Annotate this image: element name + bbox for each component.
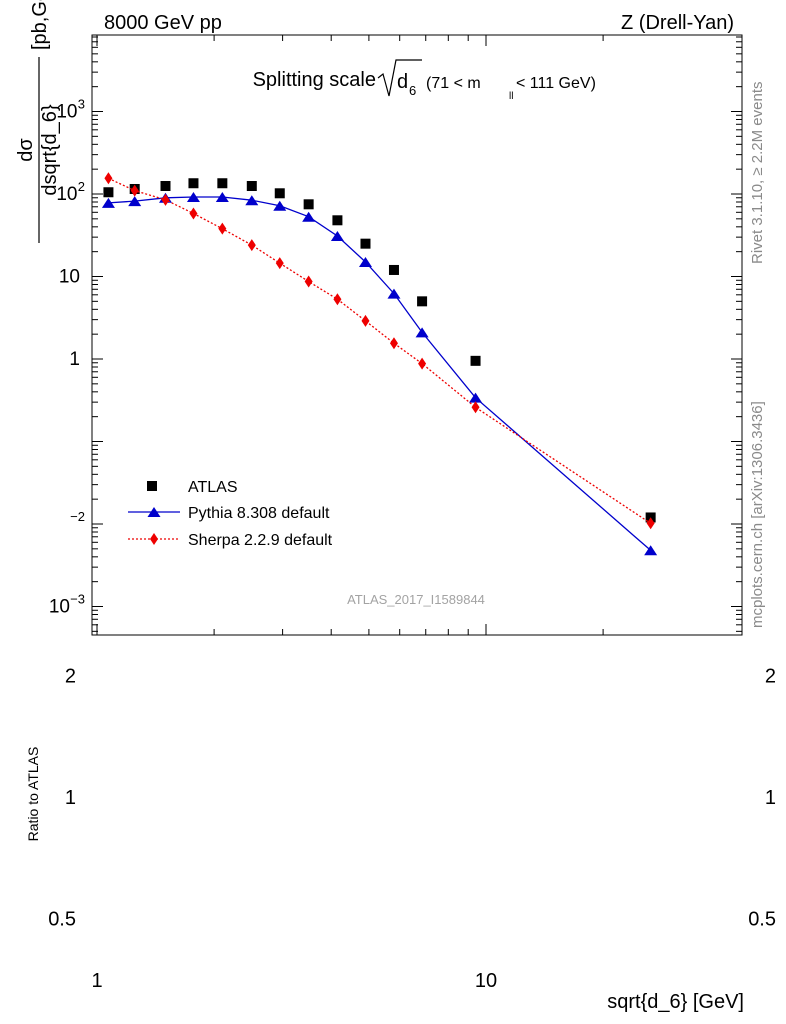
series-layer <box>101 172 658 556</box>
data-point-sherpa <box>361 314 370 327</box>
title-range-left: (71 < m <box>426 75 481 92</box>
y-label-units: [pb,GeV <box>29 0 51 50</box>
y-tick-label: 1 <box>69 349 80 370</box>
mcplots-label: mcplots.cern.ch [arXiv:1306.3436] <box>749 401 766 628</box>
title-var: d <box>397 71 408 93</box>
data-point-sherpa <box>304 275 313 288</box>
header-right: Z (Drell-Yan) <box>621 12 734 34</box>
data-point-pythia <box>101 197 115 208</box>
data-point-pythia <box>644 545 658 556</box>
y-tick-label-exponent: −2 <box>70 509 85 524</box>
ratio-y-tick-label-right: 2 <box>765 665 776 687</box>
legend-label-sherpa: Sherpa 2.2.9 default <box>188 532 333 549</box>
y-tick-label-exponent: 3 <box>78 97 85 112</box>
title-main: Splitting scale <box>253 69 376 91</box>
data-point-sherpa <box>104 172 113 185</box>
series-line-1 <box>108 196 652 551</box>
ratio-y-tick-label-left: 1 <box>65 787 76 809</box>
ratio-y-tick-label-right: 0.5 <box>748 909 776 931</box>
data-point-sherpa <box>161 193 170 206</box>
data-point-sherpa <box>247 239 256 252</box>
sqrt-symbol <box>377 59 422 97</box>
ratio-y-tick-label-left: 2 <box>65 665 76 687</box>
main-plot-frame <box>91 34 743 636</box>
data-point-pythia <box>128 196 142 207</box>
title-var-sub: 6 <box>409 83 416 98</box>
ratio-y-tick-label-left: 0.5 <box>48 909 76 931</box>
data-point-sherpa <box>418 357 427 370</box>
legend-label-atlas: ATLAS <box>188 479 238 496</box>
rivet-label: Rivet 3.1.10, ≥ 2.2M events <box>749 82 766 265</box>
data-point-atlas <box>188 178 199 189</box>
x-axis-label: sqrt{d_6} [GeV] <box>607 991 744 1013</box>
legend-marker-sherpa <box>150 533 158 545</box>
y-axis-label: dσ dsqrt{d_6} [pb,GeV -1 ] <box>15 0 61 243</box>
y-tick-label-exponent: 2 <box>78 179 85 194</box>
legend-marker-atlas <box>147 481 157 491</box>
data-point-pythia <box>302 211 316 222</box>
x-tick-label: 1 <box>91 970 102 992</box>
series-line-2 <box>108 177 651 524</box>
data-point-sherpa <box>189 207 198 220</box>
y-label-denominator: dsqrt{d_6} <box>39 104 61 196</box>
data-point-sherpa <box>275 257 284 270</box>
data-point-atlas <box>160 181 171 192</box>
data-point-sherpa <box>646 517 655 530</box>
data-point-pythia <box>358 256 372 267</box>
title-range-right: < 111 GeV) <box>516 75 596 92</box>
data-point-pythia <box>330 230 344 241</box>
ratio-y-tick-labels: 2 2 1 1 0.5 0.5 <box>48 665 776 930</box>
data-point-atlas <box>103 187 114 198</box>
ratio-y-tick-label-right: 1 <box>765 787 776 809</box>
main-y-ticks <box>92 36 742 632</box>
y-tick-label-exponent: −3 <box>70 592 85 607</box>
legend-marker-pythia <box>147 507 161 517</box>
data-point-atlas <box>217 178 228 189</box>
ratio-y-axis-label: Ratio to ATLAS <box>25 747 41 842</box>
ratio-x-tick-labels: 1 10 <box>91 970 497 992</box>
data-point-sherpa <box>471 401 480 414</box>
data-point-atlas <box>332 215 343 226</box>
title-range-sub: ll <box>509 91 513 102</box>
data-point-pythia <box>387 288 401 299</box>
data-point-sherpa <box>218 222 227 235</box>
data-point-atlas <box>274 188 285 199</box>
legend-label-pythia: Pythia 8.308 default <box>188 505 330 522</box>
y-tick-label: 10 <box>59 267 80 288</box>
data-point-sherpa <box>333 293 342 306</box>
data-point-pythia <box>415 327 429 338</box>
data-point-atlas <box>417 296 428 307</box>
data-point-atlas <box>360 238 371 249</box>
data-point-sherpa <box>389 337 398 350</box>
data-point-atlas <box>303 199 314 210</box>
data-point-pythia <box>215 191 229 202</box>
y-tick-label: 10 <box>49 597 70 618</box>
data-point-pythia <box>186 191 200 202</box>
data-point-atlas <box>470 355 481 366</box>
y-label-numerator: dσ <box>15 138 37 162</box>
legend: ATLAS Pythia 8.308 default Sherpa 2.2.9 … <box>128 479 333 549</box>
y-tick-label: 10 <box>56 184 77 205</box>
x-tick-label: 10 <box>475 970 497 992</box>
data-point-atlas <box>246 181 257 192</box>
analysis-watermark: ATLAS_2017_I1589844 <box>347 592 485 607</box>
data-point-sherpa <box>130 184 139 197</box>
y-tick-label: 10 <box>56 102 77 123</box>
data-point-atlas <box>388 264 399 275</box>
data-point-pythia <box>469 392 483 403</box>
plot-title: Splitting scale d 6 (71 < m ll < 111 GeV… <box>253 59 596 102</box>
header-left: 8000 GeV pp <box>104 12 222 34</box>
main-x-ticks <box>96 35 604 635</box>
data-point-pythia <box>273 200 287 211</box>
data-point-pythia <box>245 195 259 206</box>
